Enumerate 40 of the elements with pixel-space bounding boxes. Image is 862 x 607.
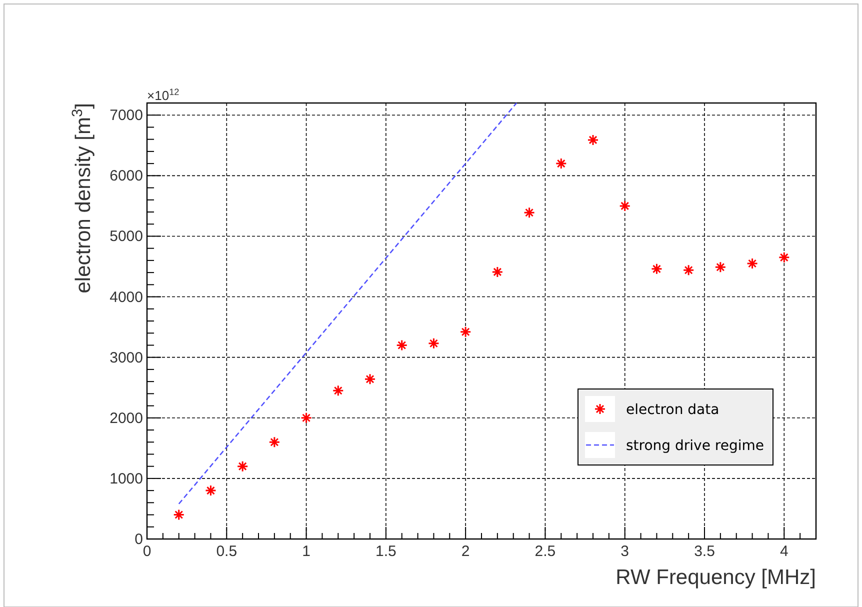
point xyxy=(428,338,440,350)
point xyxy=(619,200,631,212)
point xyxy=(364,373,376,385)
point xyxy=(492,266,504,278)
point xyxy=(778,252,790,264)
point xyxy=(587,134,599,146)
x-tick-label: 3.5 xyxy=(694,543,715,560)
y-tick-label: 7000 xyxy=(110,107,143,124)
point xyxy=(682,264,694,276)
x-axis-title: RW Frequency [MHz] xyxy=(616,566,816,589)
point xyxy=(396,339,408,351)
y-tick-label: 6000 xyxy=(110,168,143,185)
point xyxy=(555,158,567,170)
x-tick-label: 2 xyxy=(461,543,470,560)
x-tick-label: 0.5 xyxy=(216,543,238,560)
point xyxy=(268,436,280,448)
point xyxy=(746,258,758,270)
legend-label: electron data xyxy=(626,402,720,418)
x-tick-label: 2.5 xyxy=(534,543,556,560)
point xyxy=(714,261,726,273)
y-tick-label: 0 xyxy=(134,531,143,548)
y-tick-label: 2000 xyxy=(110,410,143,427)
point xyxy=(204,484,216,496)
y-tick-label: 5000 xyxy=(110,228,143,246)
y-tick-label: 4000 xyxy=(110,288,143,306)
x-tick-label: 3 xyxy=(620,543,630,560)
point xyxy=(300,412,312,424)
x-tick-label: 1 xyxy=(302,543,310,560)
point xyxy=(460,326,472,338)
x-tick-label: 1.5 xyxy=(376,543,396,560)
y-tick-label: 3000 xyxy=(110,349,143,366)
y-tick-label: 1000 xyxy=(110,470,143,488)
point xyxy=(173,509,185,521)
point xyxy=(650,263,662,275)
legend-label: strong drive regime xyxy=(626,438,764,454)
point xyxy=(524,206,536,218)
x-tick-label: 4 xyxy=(780,543,788,560)
point xyxy=(236,460,248,472)
annotation: ×10$^{12}$ xyxy=(147,87,180,103)
point xyxy=(332,384,344,396)
